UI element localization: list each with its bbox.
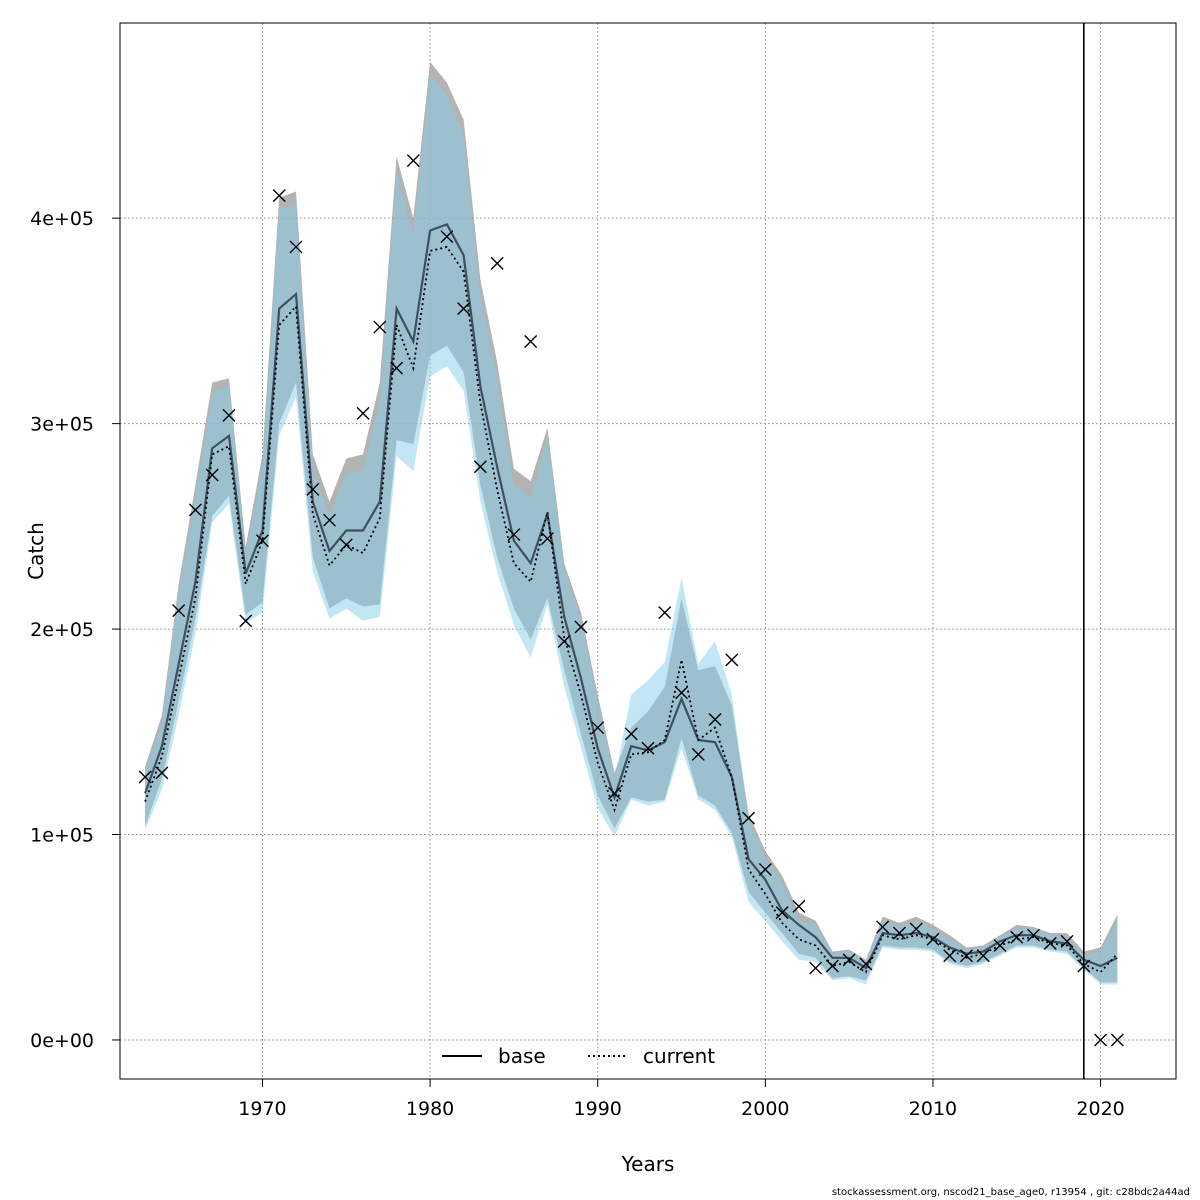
observed-point: [675, 686, 689, 700]
x-tick-label: 1980: [406, 1098, 454, 1120]
y-tick-label: 4e+05: [30, 208, 94, 230]
observed-point: [993, 938, 1007, 952]
observed-point: [473, 460, 487, 474]
grid: [120, 23, 1176, 1079]
observed-point: [792, 899, 806, 913]
y-axis: 0e+00 1e+05 2e+05 3e+05 4e+05: [30, 208, 120, 1052]
observed-point: [1010, 930, 1024, 944]
legend-base-label: base: [498, 1044, 546, 1068]
observed-point: [524, 334, 538, 348]
observed-points: [138, 154, 1124, 1047]
observed-point: [909, 922, 923, 936]
observed-point: [323, 513, 337, 527]
observed-point: [255, 534, 269, 548]
observed-point: [691, 747, 705, 761]
observed-point: [1094, 1033, 1108, 1047]
observed-point: [1060, 934, 1074, 948]
observed-point: [540, 532, 554, 546]
observed-point: [440, 230, 454, 244]
x-tick-label: 2000: [741, 1098, 789, 1120]
y-axis-title: Catch: [24, 522, 48, 580]
observed-point: [557, 634, 571, 648]
observed-point: [1110, 1033, 1124, 1047]
observed-point: [306, 482, 320, 496]
observed-point: [926, 932, 940, 946]
x-axis: 1970 1980 1990 2000 2010 2020: [238, 1079, 1125, 1120]
footer-credit: stockassessment.org, nscod21_base_age0, …: [831, 1187, 1190, 1198]
observed-point: [356, 406, 370, 420]
observed-point: [624, 727, 638, 741]
observed-point: [222, 408, 236, 422]
observed-point: [1043, 936, 1057, 950]
observed-point: [457, 302, 471, 316]
observed-point: [758, 862, 772, 876]
observed-point: [339, 538, 353, 552]
y-tick-label: 2e+05: [30, 619, 94, 641]
observed-point: [490, 256, 504, 270]
observed-point: [607, 786, 621, 800]
plot-frame: [119, 22, 1177, 1080]
observed-point: [239, 614, 253, 628]
y-tick-label: 1e+05: [30, 825, 94, 847]
observed-point: [574, 620, 588, 634]
observed-point: [892, 926, 906, 940]
observed-point: [842, 953, 856, 967]
observed-point: [809, 961, 823, 975]
observed-point: [373, 320, 387, 334]
legend: base current: [442, 1044, 715, 1068]
observed-point: [155, 766, 169, 780]
observed-point: [976, 949, 990, 963]
y-tick-label: 3e+05: [30, 414, 94, 436]
observed-point: [205, 468, 219, 482]
observed-point: [859, 957, 873, 971]
observed-point: [188, 503, 202, 517]
confidence-bands: [145, 62, 1118, 985]
observed-point: [876, 920, 890, 934]
observed-point: [1027, 928, 1041, 942]
observed-point: [725, 653, 739, 667]
observed-point: [775, 906, 789, 920]
observed-point: [591, 721, 605, 735]
observed-point: [658, 606, 672, 620]
legend-current-label: current: [643, 1044, 715, 1068]
observed-point: [406, 154, 420, 168]
observed-point: [708, 712, 722, 726]
band-current: [145, 74, 1118, 985]
x-tick-label: 1990: [574, 1098, 622, 1120]
observed-point: [272, 189, 286, 203]
x-tick-label: 2020: [1076, 1098, 1124, 1120]
observed-point: [289, 240, 303, 254]
observed-point: [742, 811, 756, 825]
observed-point: [825, 959, 839, 973]
y-tick-label: 0e+00: [30, 1030, 94, 1052]
x-tick-label: 2010: [909, 1098, 957, 1120]
observed-point: [138, 770, 152, 784]
observed-point: [959, 949, 973, 963]
observed-point: [507, 528, 521, 542]
observed-point: [943, 949, 957, 963]
observed-point: [641, 741, 655, 755]
observed-point: [172, 604, 186, 618]
x-axis-title: Years: [621, 1152, 675, 1176]
observed-point: [390, 361, 404, 375]
x-tick-label: 1970: [238, 1098, 286, 1120]
